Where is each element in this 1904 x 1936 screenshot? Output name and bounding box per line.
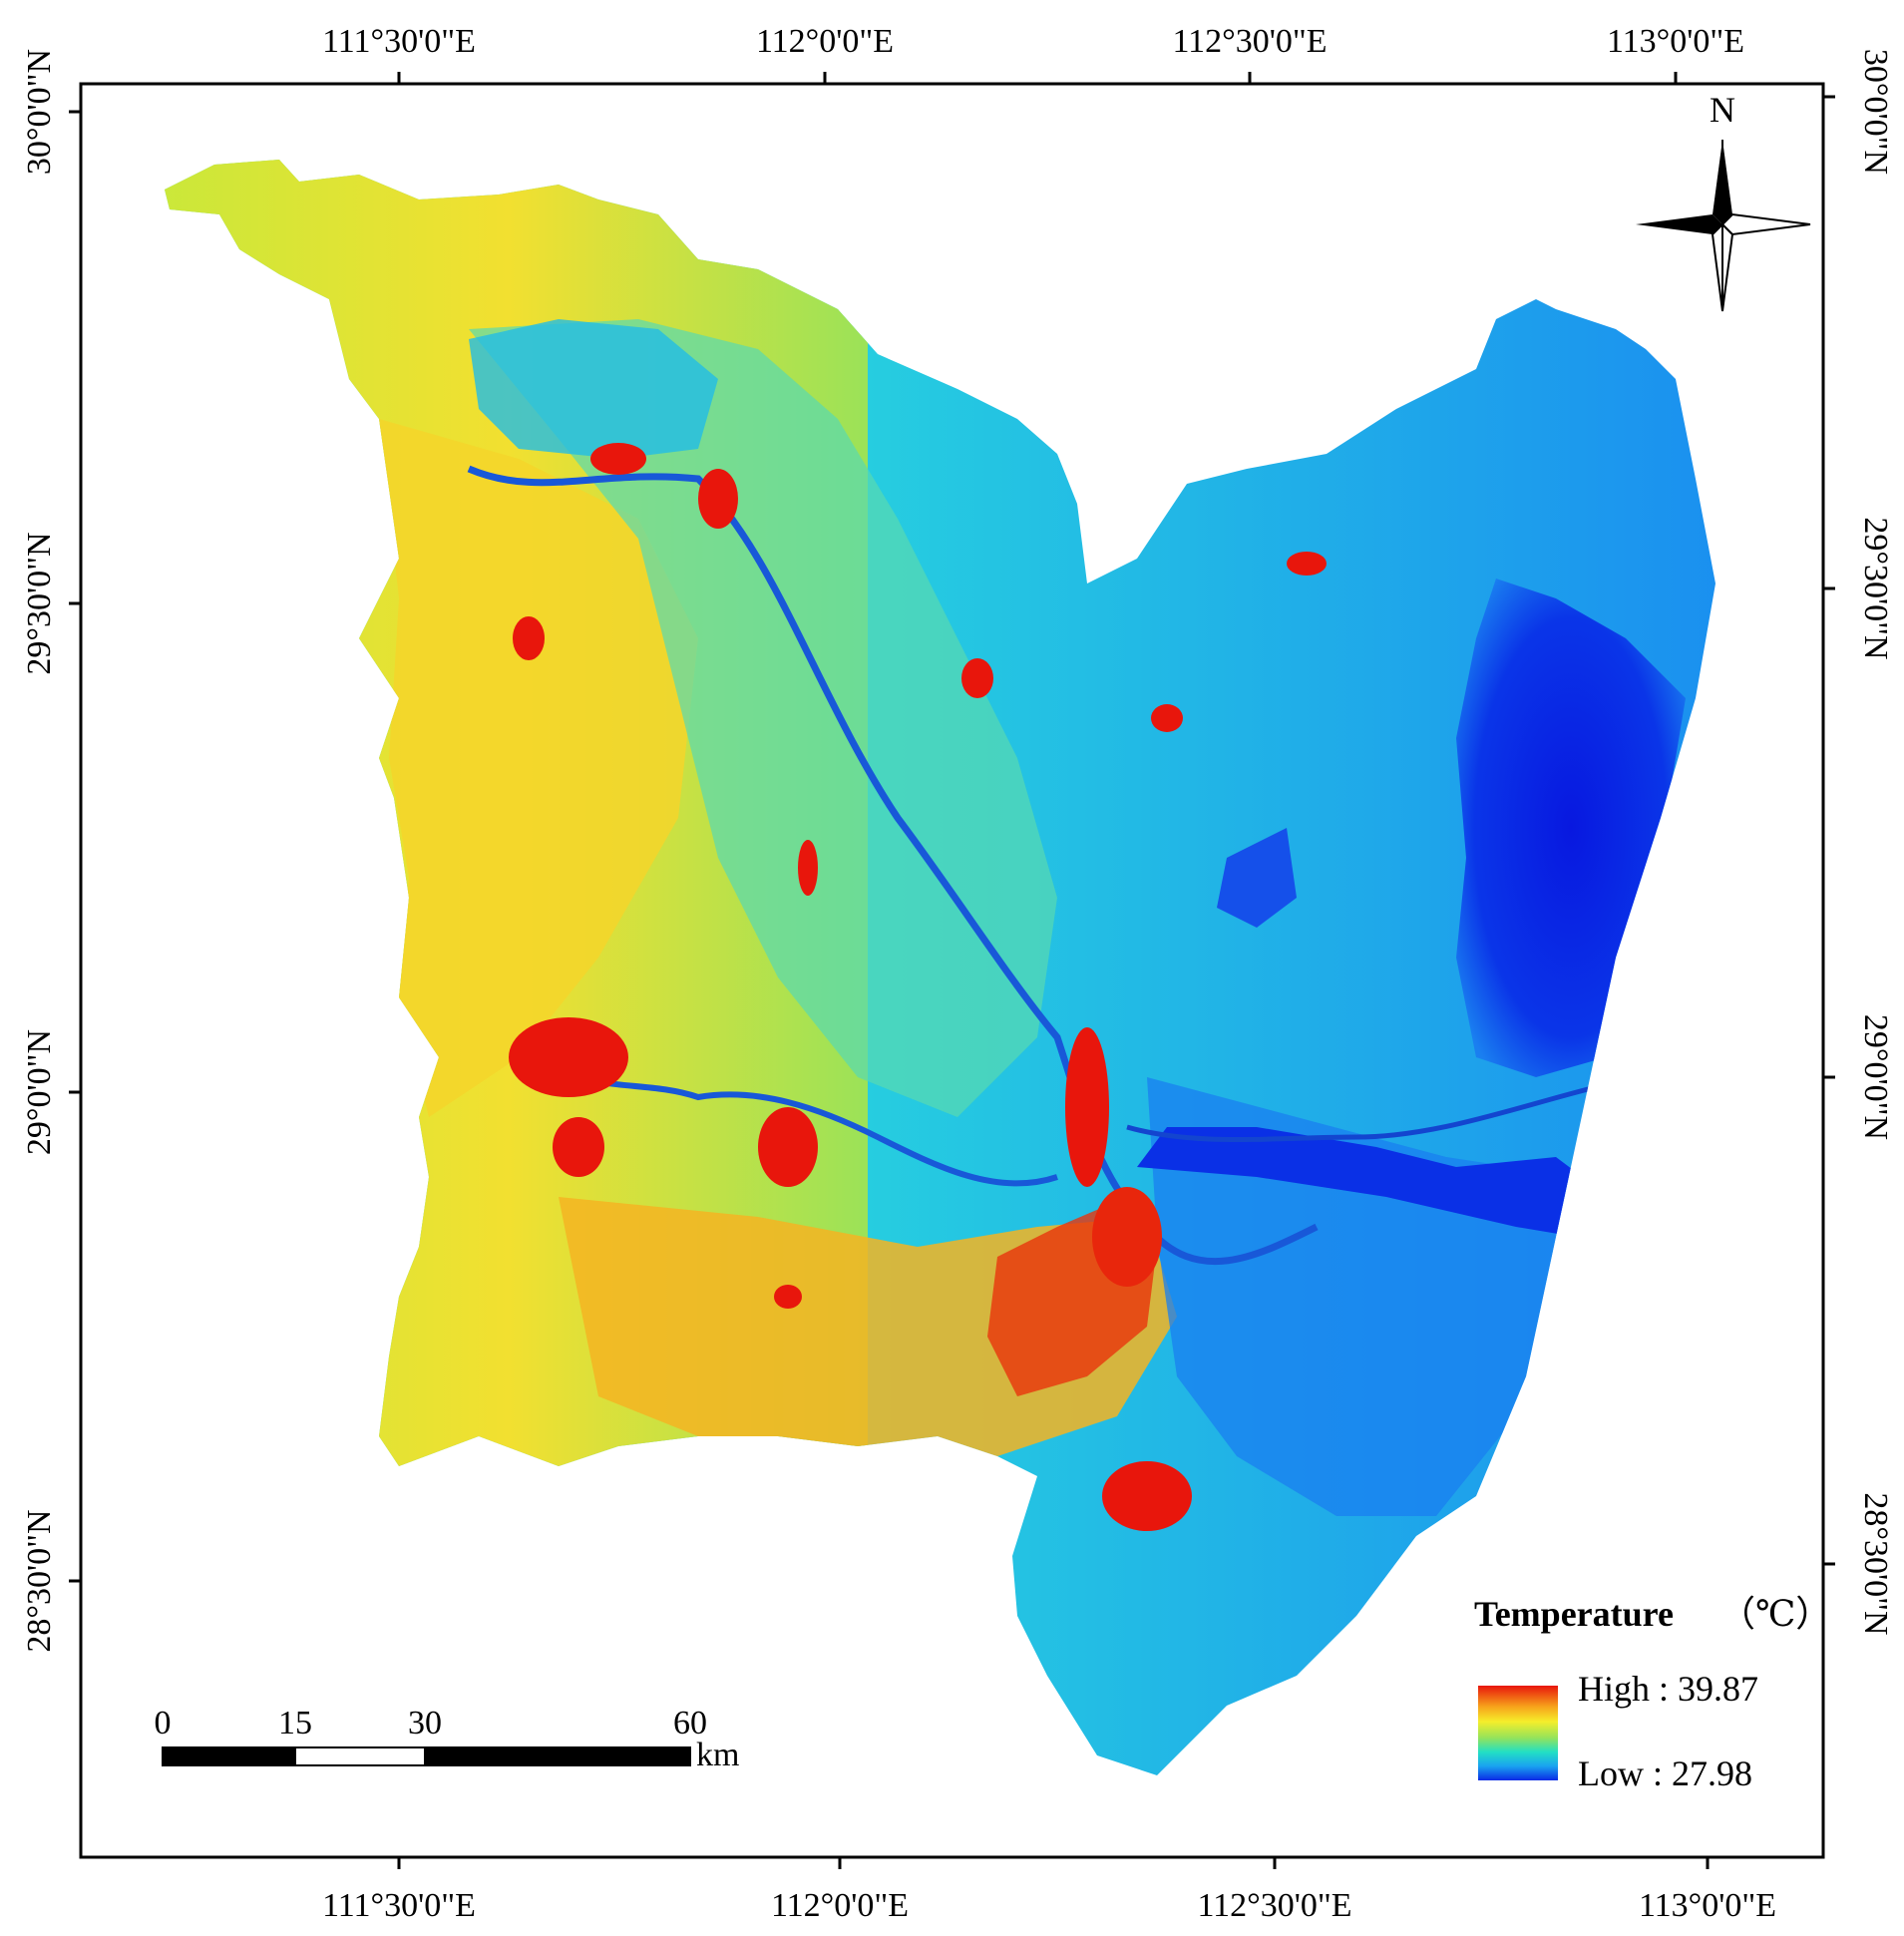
top-longitude-label: 112°0'0"E [756, 23, 894, 60]
scale-segment [294, 1746, 426, 1766]
hot-spot [1102, 1461, 1192, 1531]
bottom-longitude-label: 112°30'0"E [1197, 1887, 1351, 1924]
hot-spot [698, 469, 738, 529]
left-latitude-label: 29°30'0"N [21, 532, 58, 674]
scale-unit: km [696, 1737, 739, 1773]
legend: Temperature （℃） High : 39.87 Low : 27.98 [1474, 1594, 1831, 1793]
north-label: N [1710, 90, 1735, 130]
right-latitude-label: 28°30'0"N [1857, 1492, 1894, 1635]
warm-zone-west [379, 419, 698, 1117]
hot-spot [553, 1117, 604, 1177]
hot-spot [509, 1017, 628, 1097]
left-latitude-label: 30°0'0"N [21, 49, 58, 175]
bottom-longitude-label: 111°30'0"E [322, 1887, 476, 1924]
river-east [1126, 1084, 1597, 1142]
scale-tick-label: 0 [155, 1705, 172, 1742]
bottom-longitude-label: 113°0'0"E [1639, 1887, 1776, 1924]
hot-spot [961, 658, 993, 698]
scale-tick-label: 30 [408, 1705, 442, 1742]
hot-spot [1151, 704, 1183, 732]
scale-bar: 0 15 30 60 km [155, 1705, 740, 1773]
scale-tick-label: 60 [673, 1705, 707, 1742]
legend-color-ramp [1478, 1686, 1558, 1780]
legend-high-label: High : 39.87 [1578, 1669, 1758, 1709]
top-longitude-label: 112°30'0"E [1172, 23, 1327, 60]
scale-segment [424, 1746, 691, 1766]
top-longitude-label: 113°0'0"E [1607, 23, 1744, 60]
top-longitude-label: 111°30'0"E [322, 23, 476, 60]
hot-spot [1065, 1027, 1109, 1187]
hot-spot [590, 443, 646, 475]
small-lake [1217, 828, 1297, 928]
legend-unit: （℃） [1719, 1594, 1831, 1634]
bottom-longitude-label: 112°0'0"E [771, 1887, 909, 1924]
left-latitude-label: 28°30'0"N [21, 1509, 58, 1652]
right-latitude-label: 29°30'0"N [1857, 517, 1894, 659]
hot-spot [1287, 552, 1327, 576]
hot-spot [774, 1285, 802, 1309]
left-latitude-label: 29°0'0"N [21, 1029, 58, 1155]
cool-zone-north [469, 319, 718, 459]
hot-spot [1092, 1187, 1162, 1287]
scale-tick-label: 15 [278, 1705, 312, 1742]
hot-spot [513, 616, 545, 660]
legend-low-label: Low : 27.98 [1578, 1753, 1752, 1793]
hot-spot [798, 840, 818, 896]
legend-title: Temperature [1474, 1594, 1674, 1634]
frame-ticks [69, 72, 1835, 1869]
compass-rose-icon: N [1636, 90, 1811, 312]
right-latitude-label: 30°0'0"N [1857, 49, 1894, 175]
scale-segment [162, 1746, 296, 1766]
hot-spot [758, 1107, 818, 1187]
lake-south [1137, 1127, 1596, 1237]
cool-zone-central [469, 319, 1057, 1117]
right-latitude-label: 29°0'0"N [1857, 1014, 1894, 1140]
